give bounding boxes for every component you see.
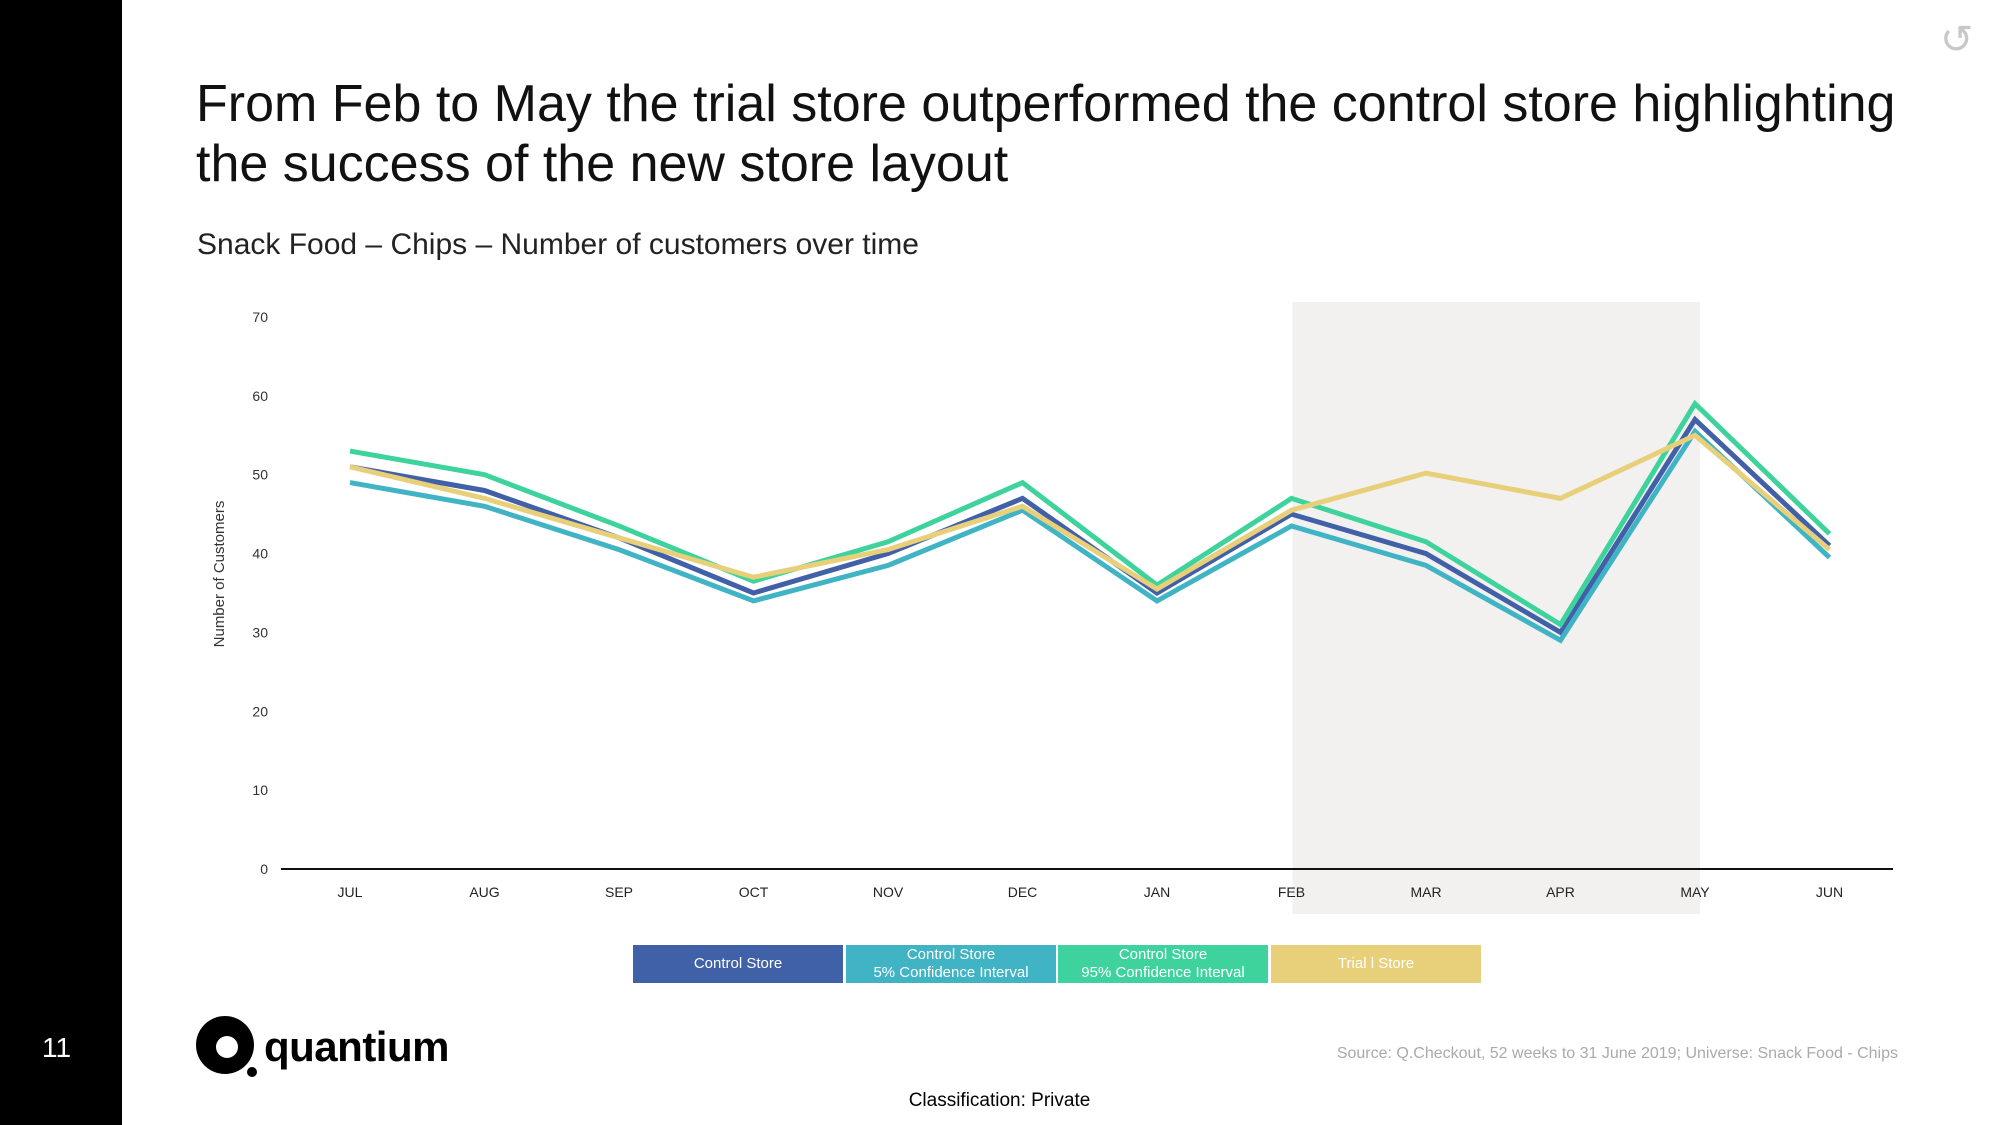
sidebar: 11 (0, 0, 122, 1125)
series-line-3 (349, 399, 1832, 628)
y-tick-label: 20 (252, 703, 268, 719)
legend-ci5-line2: 5% Confidence Interval (873, 964, 1029, 981)
y-axis-label: Number of Customers (211, 501, 228, 648)
quantium-logo-icon (196, 1016, 258, 1078)
legend-trial-store-label: Trial l Store (1337, 955, 1415, 972)
highlight-band (1292, 302, 1700, 914)
x-tick-label: APR (1546, 884, 1575, 900)
chart-subtitle: Snack Food – Chips – Number of customers… (197, 228, 919, 261)
x-tick-label: FEB (1278, 884, 1305, 900)
x-tick-label: JUL (338, 884, 363, 900)
x-tick-label: AUG (469, 884, 499, 900)
x-tick-label: JAN (1144, 884, 1170, 900)
x-tick-label: JUN (1816, 884, 1843, 900)
legend-control-store-label: Control Store (693, 955, 783, 972)
series-line-2 (349, 427, 1832, 644)
y-tick-label: 30 (252, 624, 268, 640)
legend-ci95-line2: 95% Confidence Interval (1081, 964, 1245, 981)
y-tick-label: 70 (252, 309, 268, 325)
logo-text: quantium (264, 1023, 449, 1070)
legend-control-store: Control Store (633, 945, 843, 983)
series-line-4 (349, 432, 1832, 592)
y-tick-label: 0 (260, 861, 268, 877)
y-tick-label: 40 (252, 546, 268, 562)
x-tick-label: NOV (873, 884, 904, 900)
quantium-logo: quantium (196, 1016, 449, 1078)
x-tick-label: MAY (1680, 884, 1710, 900)
refresh-icon[interactable]: ↺ (1940, 18, 1974, 62)
y-tick-label: 60 (252, 388, 268, 404)
x-tick-label: SEP (605, 884, 633, 900)
slide-title: From Feb to May the trial store outperfo… (196, 75, 1896, 193)
x-tick-label: MAR (1410, 884, 1441, 900)
legend-ci95-line1: Control Store (1118, 946, 1208, 963)
legend-ci5-line1: Control Store (906, 946, 996, 963)
x-tick-label: DEC (1008, 884, 1038, 900)
page-number: 11 (42, 1032, 72, 1063)
x-tick-label: OCT (739, 884, 769, 900)
y-tick-label: 10 (252, 782, 268, 798)
legend-ci5: Control Store 5% Confidence Interval (846, 945, 1056, 983)
legend-trial-store: Trial l Store (1271, 945, 1481, 983)
source-note: Source: Q.Checkout, 52 weeks to 31 June … (1336, 1045, 1898, 1062)
y-tick-label: 50 (252, 467, 268, 483)
classification-label: Classification: Private (908, 1090, 1091, 1111)
legend-ci95: Control Store 95% Confidence Interval (1058, 945, 1268, 983)
